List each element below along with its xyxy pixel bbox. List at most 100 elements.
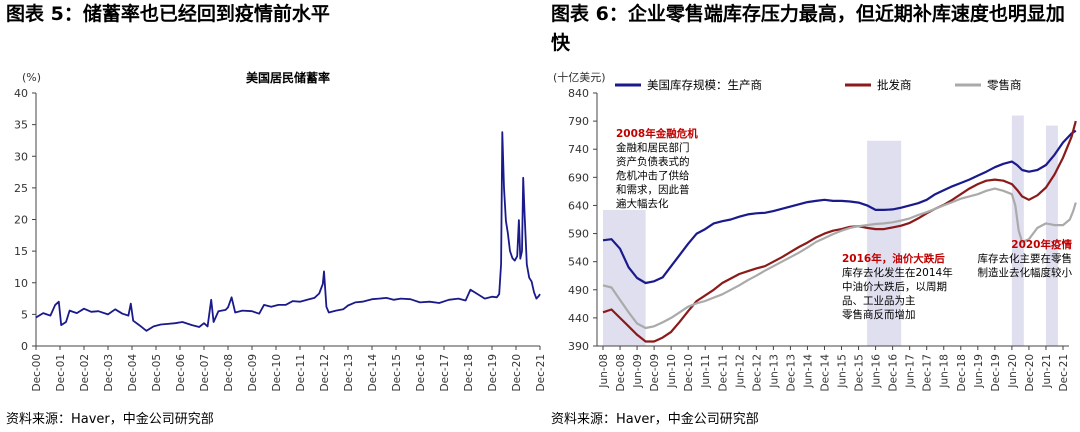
annotation-line: 品、工业品为主 xyxy=(842,295,916,307)
left-y-tick-label: 20 xyxy=(14,214,28,227)
right-x-tick-label: Dec-08 xyxy=(615,354,627,391)
left-x-tick-label: Dec-11 xyxy=(295,354,307,391)
right-x-tick-label: Dec-09 xyxy=(649,354,661,391)
annotation-title-2: 2020年疫情 xyxy=(1011,238,1072,251)
right-x-tick-label: Jun-17 xyxy=(905,354,917,389)
legend-label-1: 批发商 xyxy=(877,78,912,92)
left-chart: (%) 美国居民储蓄率 0 5 10 15 20 25 30 35 40 Dec-00 Dec-01 De… xyxy=(14,70,545,392)
series-line-1 xyxy=(602,120,1077,343)
right-x-tick-label: Jun-09 xyxy=(632,354,644,389)
right-x-tick-label: Dec-20 xyxy=(1024,354,1036,391)
left-x-tick-label: Dec-07 xyxy=(199,354,211,391)
left-y-tick-label: 10 xyxy=(14,277,28,290)
left-x-tick-label: Dec-13 xyxy=(343,354,355,391)
left-x-tick-label: Dec-00 xyxy=(31,354,43,391)
right-x-tick-label: Jun-11 xyxy=(700,354,712,389)
annotation-line: 资产负债表式的 xyxy=(616,155,690,168)
right-y-tick-label: 590 xyxy=(568,228,589,241)
left-figure-title: 图表 5：储蓄率也已经回到疫情前水平 xyxy=(6,3,330,25)
right-x-tick-label: Jun-21 xyxy=(1041,354,1053,389)
right-x-tick-label: Jun-19 xyxy=(973,354,985,389)
annotation-title-0: 2008年金融危机 xyxy=(616,127,698,140)
left-chart-title: 美国居民储蓄率 xyxy=(246,70,330,85)
right-x-tick-label: Jun-15 xyxy=(837,354,849,389)
right-x-tick-label: Dec-19 xyxy=(990,354,1002,391)
left-y-tick-label: 25 xyxy=(14,182,28,195)
right-x-tick-label: Jun-18 xyxy=(939,354,951,389)
left-y-tick-label: 40 xyxy=(14,87,28,100)
annotation-line: 库存去化发生在2014年 xyxy=(842,266,953,279)
right-x-tick-label: Dec-18 xyxy=(956,354,968,391)
right-chart: (十亿美元) 390 440 490 540 590 640 690 740 790 840 Jun-… xyxy=(553,70,1077,392)
right-y-tick-label: 490 xyxy=(568,284,589,297)
right-x-tick-label: Dec-13 xyxy=(785,354,797,391)
left-unit-label: (%) xyxy=(22,71,41,84)
right-y-tick-label: 640 xyxy=(568,199,589,212)
right-x-tick-label: Dec-17 xyxy=(922,354,934,391)
left-x-tick-label: Dec-09 xyxy=(247,354,259,391)
left-x-tick-label: Dec-14 xyxy=(367,354,379,392)
right-y-tick-label: 390 xyxy=(568,340,589,353)
left-x-tick-label: Dec-04 xyxy=(127,354,139,392)
legend-label-0: 美国库存规模：生产商 xyxy=(647,78,762,92)
right-y-tick-label: 540 xyxy=(568,256,589,269)
right-x-tick-label: Jun-10 xyxy=(666,354,678,389)
left-x-tick-label: Dec-18 xyxy=(463,354,475,391)
right-x-tick-label: Jun-13 xyxy=(768,354,780,389)
right-x-tick-label: Dec-10 xyxy=(683,354,695,391)
left-source: 资料来源：Haver，中金公司研究部 xyxy=(6,412,214,427)
left-x-tick-label: Dec-10 xyxy=(271,354,283,391)
right-y-tick-label: 840 xyxy=(568,87,589,100)
left-x-tick-label: Dec-16 xyxy=(415,354,427,392)
left-x-tick-label: Dec-17 xyxy=(439,354,451,391)
left-x-tick-label: Dec-06 xyxy=(175,354,187,392)
annotation-line: 零售商反而增加 xyxy=(842,308,916,321)
annotation-line: 和需求，因此普 xyxy=(616,183,690,196)
right-figure-title: 图表 6：企业零售端库存压力最高，但近期补库速度也明显加快 xyxy=(551,3,1065,54)
shaded-period xyxy=(1045,125,1058,346)
left-y-tick-label: 35 xyxy=(14,119,28,132)
left-y-tick-label: 5 xyxy=(21,308,28,321)
annotation-line: 遍大幅去化 xyxy=(616,197,669,210)
right-x-tick-label: Dec-21 xyxy=(1058,354,1070,391)
right-x-tick-label: Dec-14 xyxy=(819,354,831,392)
right-unit-label: (十亿美元) xyxy=(553,70,606,84)
left-x-tick-label: Dec-21 xyxy=(535,354,545,391)
right-source: 资料来源：Haver，中金公司研究部 xyxy=(551,412,759,427)
series-line-0 xyxy=(602,129,1077,285)
left-y-tick-label: 30 xyxy=(14,150,28,163)
legend-label-2: 零售商 xyxy=(987,78,1022,92)
saving-rate-line xyxy=(35,131,541,332)
right-figure: 图表 6：企业零售端库存压力最高，但近期补库速度也明显加快 (十亿美元) 390 4… xyxy=(545,0,1080,432)
right-x-tick-label: Dec-11 xyxy=(717,354,729,391)
right-x-tick-label: Jun-08 xyxy=(598,354,610,389)
annotation-line: 金融和居民部门 xyxy=(616,141,690,154)
left-x-tick-label: Dec-08 xyxy=(223,354,235,391)
shaded-period xyxy=(867,140,902,346)
right-y-tick-label: 790 xyxy=(568,115,589,128)
left-y-tick-label: 15 xyxy=(14,245,28,258)
annotation-line: 制造业去化幅度较小 xyxy=(978,266,1073,279)
left-x-tick-label: Dec-03 xyxy=(103,354,115,391)
left-y-tick-label: 0 xyxy=(21,340,28,353)
annotation-line: 危机冲击了供给 xyxy=(616,169,690,182)
left-x-tick-label: Dec-19 xyxy=(487,354,499,391)
left-x-tick-label: Dec-02 xyxy=(79,354,91,391)
annotation-line: 库存去化主要在零售 xyxy=(978,252,1073,265)
right-x-tick-label: Jun-16 xyxy=(871,354,883,389)
right-y-tick-label: 690 xyxy=(568,171,589,184)
right-x-tick-label: Jun-20 xyxy=(1007,354,1019,389)
annotation-title-1: 2016年，油价大跌后 xyxy=(842,252,945,265)
series-line-2 xyxy=(602,187,1077,330)
right-y-tick-label: 440 xyxy=(568,312,589,325)
right-x-tick-label: Dec-12 xyxy=(751,354,763,391)
left-x-tick-label: Dec-01 xyxy=(55,354,67,391)
right-x-tick-label: Dec-16 xyxy=(888,354,900,392)
annotation-line: 中油价大跌后，以周期 xyxy=(842,280,947,293)
left-figure: 图表 5：储蓄率也已经回到疫情前水平 (%) 美国居民储蓄率 0 5 10 15 20 25 3… xyxy=(6,3,545,427)
left-x-tick-label: Dec-05 xyxy=(151,354,163,391)
right-x-tick-label: Jun-14 xyxy=(802,354,814,389)
left-x-tick-label: Dec-12 xyxy=(319,354,331,391)
left-x-tick-label: Dec-15 xyxy=(391,354,403,391)
right-y-tick-label: 740 xyxy=(568,143,589,156)
